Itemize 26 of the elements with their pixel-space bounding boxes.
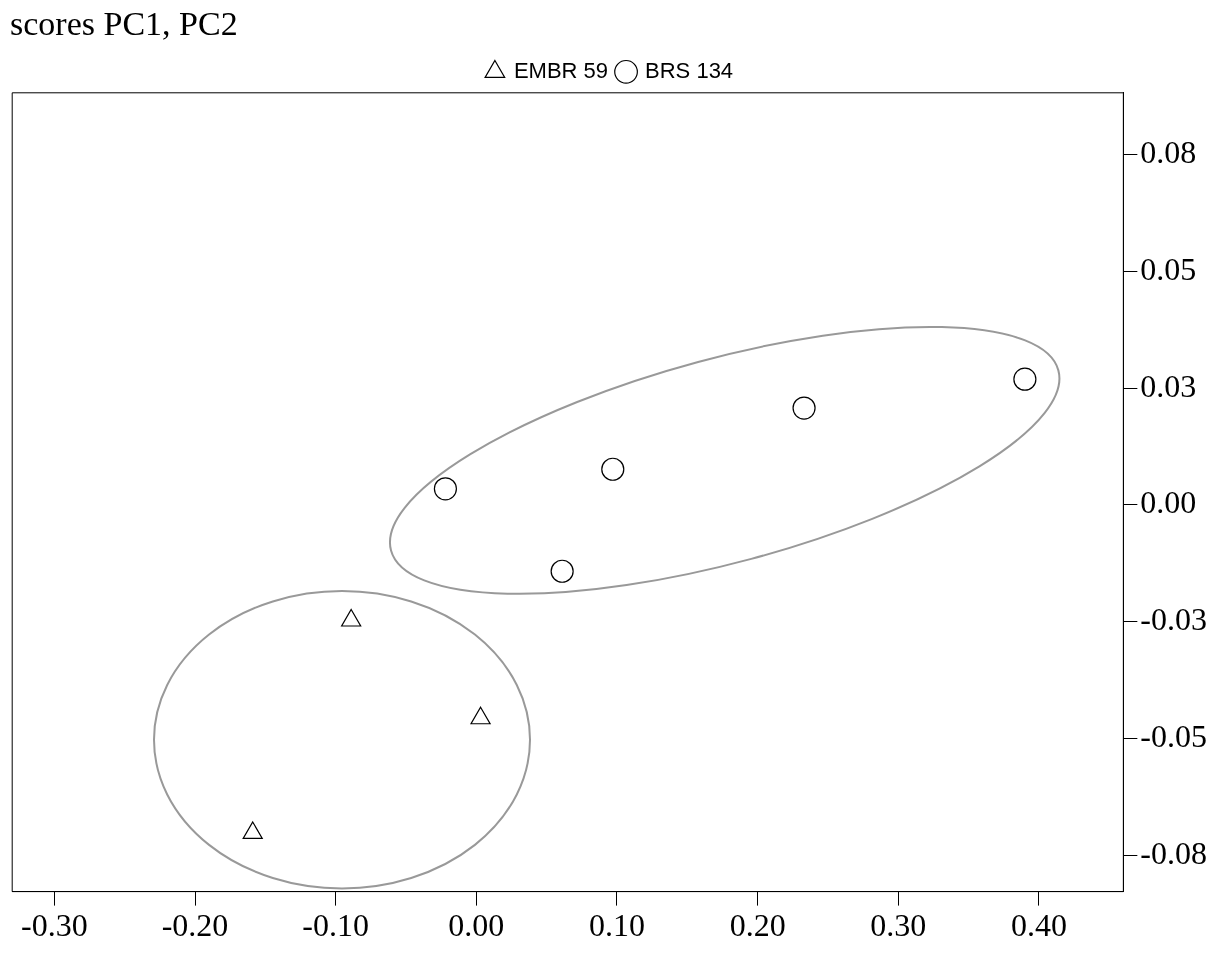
x-tick-label: -0.20 — [161, 907, 229, 944]
x-tick-label: -0.30 — [21, 907, 88, 944]
point — [433, 477, 458, 501]
y-tick-label: -0.05 — [1140, 718, 1207, 755]
x-tick-label: 0.20 — [729, 907, 786, 944]
point — [341, 608, 362, 627]
point — [550, 559, 574, 583]
point — [242, 821, 263, 840]
y-tick-label: 0.00 — [1140, 484, 1197, 521]
legend-label: BRS 134 — [645, 57, 734, 83]
y-tick-label: 0.05 — [1140, 250, 1197, 287]
legend-label: EMBR 59 — [513, 57, 609, 83]
x-tick-label: 0.30 — [870, 907, 927, 944]
y-tick-label: 0.03 — [1140, 367, 1197, 404]
y-tick-label: 0.08 — [1140, 133, 1197, 170]
point — [470, 706, 491, 725]
y-tick-label: -0.08 — [1140, 834, 1207, 871]
y-tick-label: -0.03 — [1140, 601, 1207, 638]
x-tick-label: 0.00 — [448, 907, 505, 944]
point — [601, 457, 625, 481]
chart-title: scores PC1, PC2 — [10, 5, 238, 43]
x-tick-label: 0.10 — [589, 907, 645, 944]
x-tick-label: -0.10 — [302, 907, 370, 944]
x-tick-label: 0.40 — [1010, 907, 1067, 944]
point — [1013, 367, 1037, 391]
point — [792, 396, 816, 420]
